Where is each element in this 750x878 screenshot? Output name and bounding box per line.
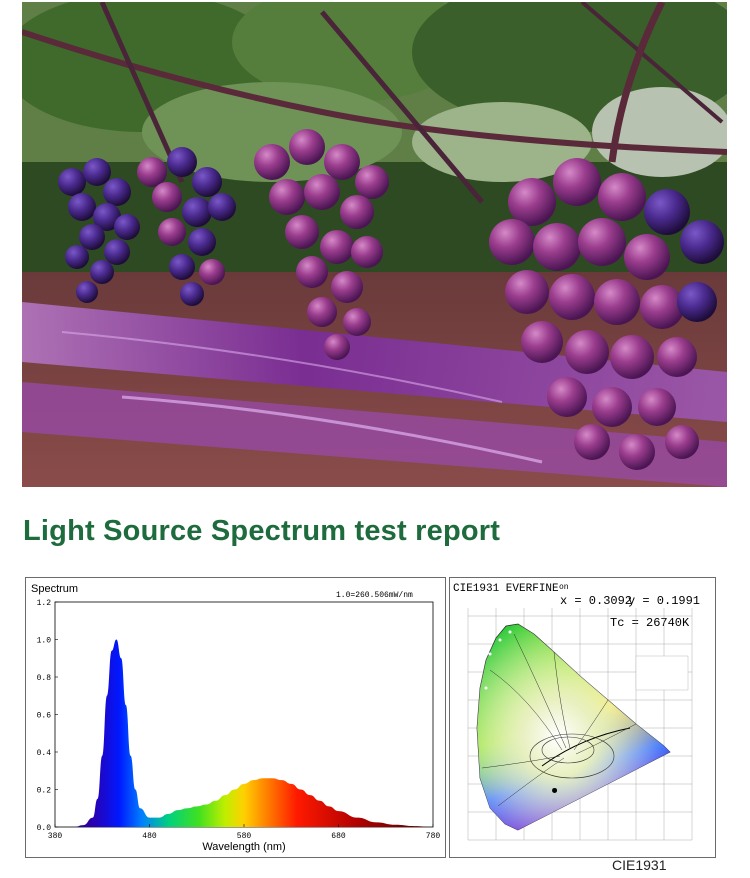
cie-region-outline <box>529 733 615 779</box>
cie-legend-box <box>635 655 689 691</box>
spectrum-y-axis: 0.0 0.2 0.4 0.6 0.8 1.0 1.2 <box>37 599 58 833</box>
cie-caption: CIE1931 <box>612 857 667 873</box>
cie1931-chart: CIE1931 EVERFINE on x = 0.3092 y = 0.199… <box>449 577 716 858</box>
x-tick-label: 480 <box>142 832 157 841</box>
x-tick-label: 380 <box>48 832 63 841</box>
cie-planckian-locus <box>541 727 631 767</box>
x-tick-label: 780 <box>426 832 441 841</box>
y-tick-label: 0.8 <box>37 674 52 683</box>
y-tick-label: 0.4 <box>37 749 52 758</box>
x-tick-label: 580 <box>237 832 252 841</box>
spectrum-curve-area <box>55 639 433 827</box>
y-tick-label: 0.2 <box>37 787 52 796</box>
y-tick-label: 1.0 <box>37 637 52 646</box>
cie-region-lines <box>481 633 637 807</box>
cie-reference-dots <box>484 630 512 690</box>
cie-white-region <box>477 624 670 830</box>
y-tick-label: 0.6 <box>37 712 52 721</box>
spectrum-x-axis-label: Wavelength (nm) <box>202 841 285 853</box>
cie1931-chart-svg: CIE1931 EVERFINE on x = 0.3092 y = 0.199… <box>450 578 715 857</box>
cie-y-readout: y = 0.1991 <box>628 594 700 608</box>
cie-chromaticity-point <box>552 787 558 793</box>
spectrum-title: Spectrum <box>31 583 78 595</box>
cie-title: CIE1931 EVERFINE <box>453 583 559 595</box>
cie-cct-readout: Tc = 26740K <box>610 616 690 630</box>
cie-title-suffix: on <box>559 583 569 592</box>
spectrum-scale-annotation: 1.0=260.506mW/nm <box>336 591 413 600</box>
cie-region-outline-inner <box>541 736 595 764</box>
spectrum-chart-svg: 0.0 0.2 0.4 0.6 0.8 1.0 1.2 380 480 580 680 780 Sp… <box>31 583 441 853</box>
spectrum-chart: 0.0 0.2 0.4 0.6 0.8 1.0 1.2 380 480 580 680 780 Sp… <box>25 577 446 858</box>
y-tick-label: 1.2 <box>37 599 52 608</box>
cie-x-readout: x = 0.3092 <box>560 594 632 608</box>
x-tick-label: 680 <box>331 832 346 841</box>
grape-vineyard-photo <box>22 2 727 487</box>
y-tick-label: 0.0 <box>37 824 52 833</box>
section-heading: Light Source Spectrum test report <box>23 515 501 547</box>
spectrum-x-axis: 380 480 580 680 780 <box>48 824 441 841</box>
